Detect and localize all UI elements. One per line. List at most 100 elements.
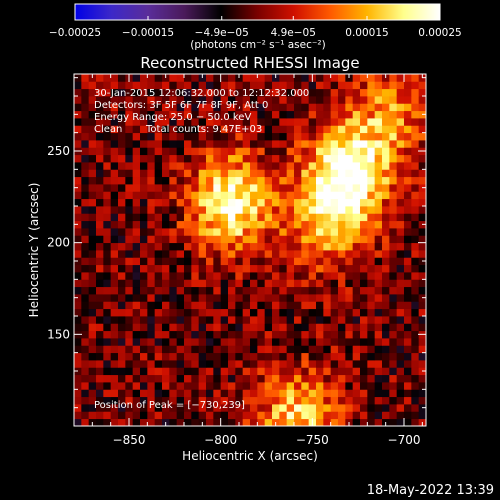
heatmap-cell <box>213 360 222 368</box>
heatmap-cell <box>338 88 346 97</box>
annotation-algorithm: Clean <box>94 124 122 135</box>
heatmap-cell <box>323 88 332 97</box>
heatmap-cell <box>110 228 119 236</box>
heatmap-cell <box>338 206 346 214</box>
heatmap-cell <box>96 154 104 163</box>
heatmap-cell <box>330 110 339 119</box>
heatmap-cell <box>140 279 148 288</box>
heatmap-cell <box>352 257 361 266</box>
heatmap-cell <box>257 96 266 104</box>
heatmap-cell <box>184 418 192 426</box>
heatmap-cell <box>140 242 148 251</box>
heatmap-cell <box>382 382 390 390</box>
heatmap-cell <box>338 213 346 222</box>
heatmap-cell <box>250 338 258 346</box>
heatmap-cell <box>264 198 273 207</box>
heatmap-cell <box>374 220 383 229</box>
heatmap-cell <box>316 147 324 156</box>
heatmap-cell <box>396 308 405 317</box>
heatmap-cell <box>382 132 390 141</box>
heatmap-cell <box>411 235 420 244</box>
heatmap-cell <box>169 184 178 192</box>
heatmap-cell <box>323 250 332 258</box>
heatmap-cell <box>220 316 229 324</box>
heatmap-cell <box>338 301 346 310</box>
heatmap-cell <box>345 360 354 368</box>
heatmap-cell <box>228 374 236 383</box>
heatmap-cell <box>250 382 258 390</box>
heatmap-cell <box>396 345 405 354</box>
heatmap-cell <box>257 81 266 90</box>
heatmap-cell <box>242 242 251 251</box>
heatmap-cell <box>213 382 222 390</box>
heatmap-cell <box>169 81 178 90</box>
heatmap-cell <box>103 191 112 200</box>
heatmap-cell <box>323 330 332 339</box>
heatmap-cell <box>228 382 236 390</box>
heatmap-cell <box>140 389 148 398</box>
heatmap-cell <box>132 74 141 82</box>
heatmap-cell <box>96 316 104 324</box>
heatmap-cell <box>242 176 251 185</box>
heatmap-cell <box>176 140 185 148</box>
heatmap-cell <box>184 250 192 258</box>
heatmap-cell <box>286 103 295 112</box>
heatmap-cell <box>235 213 244 222</box>
heatmap-cell <box>198 96 207 104</box>
heatmap-cell <box>125 272 134 280</box>
heatmap-cell <box>118 81 126 90</box>
heatmap-cell <box>132 169 141 178</box>
heatmap-cell <box>396 154 405 163</box>
heatmap-cell <box>250 374 258 383</box>
heatmap-cell <box>176 345 185 354</box>
heatmap-cell <box>389 242 398 251</box>
heatmap-cell <box>74 103 82 112</box>
heatmap-cell <box>404 96 412 104</box>
heatmap-cell <box>154 345 163 354</box>
heatmap-cell <box>220 220 229 229</box>
heatmap-cell <box>110 330 119 339</box>
heatmap-cell <box>206 286 214 295</box>
heatmap-cell <box>242 110 251 119</box>
heatmap-cell <box>301 235 310 244</box>
heatmap-cell <box>367 352 376 361</box>
heatmap-cell <box>360 338 368 346</box>
heatmap-cell <box>286 352 295 361</box>
heatmap-cell <box>162 118 170 126</box>
heatmap-cell <box>118 184 126 192</box>
heatmap-cell <box>96 250 104 258</box>
heatmap-cell <box>198 206 207 214</box>
heatmap-cell <box>235 396 244 405</box>
heatmap-cell <box>206 316 214 324</box>
heatmap-cell <box>396 250 405 258</box>
heatmap-cell <box>198 272 207 280</box>
heatmap-cell <box>257 396 266 405</box>
heatmap-cell <box>272 125 280 134</box>
heatmap-cell <box>110 352 119 361</box>
heatmap-cell <box>411 242 420 251</box>
heatmap-cell <box>301 396 310 405</box>
heatmap-cell <box>286 176 295 185</box>
heatmap-cell <box>367 88 376 97</box>
heatmap-cell <box>404 279 412 288</box>
heatmap-cell <box>198 81 207 90</box>
heatmap-cell <box>88 228 97 236</box>
heatmap-cell <box>154 389 163 398</box>
heatmap-cell <box>308 411 317 420</box>
heatmap-cell <box>360 352 368 361</box>
heatmap-cell <box>294 176 302 185</box>
heatmap-cell <box>206 264 214 273</box>
heatmap-cell <box>308 330 317 339</box>
heatmap-cell <box>316 103 324 112</box>
heatmap-cell <box>74 88 82 97</box>
heatmap-cell <box>81 147 90 156</box>
heatmap-cell <box>132 191 141 200</box>
heatmap-cell <box>294 389 302 398</box>
heatmap-cell <box>206 272 214 280</box>
heatmap-cell <box>235 125 244 134</box>
heatmap-cell <box>279 228 288 236</box>
heatmap-cell <box>264 308 273 317</box>
heatmap-cell <box>103 316 112 324</box>
heatmap-cell <box>250 418 258 426</box>
heatmap-cell <box>308 404 317 412</box>
